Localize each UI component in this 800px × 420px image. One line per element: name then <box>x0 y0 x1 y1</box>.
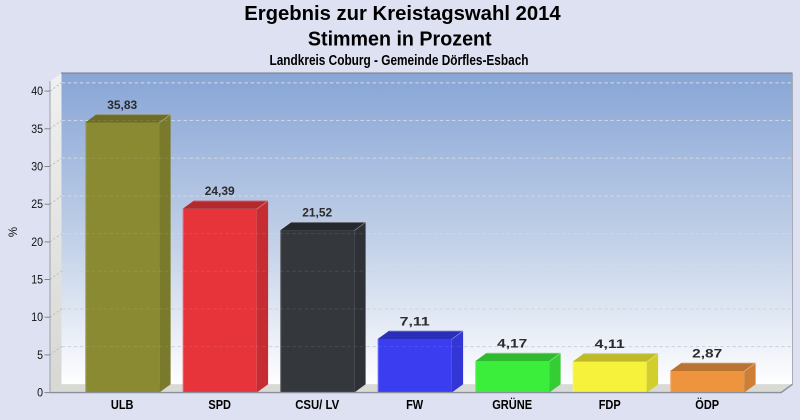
svg-text:21,52: 21,52 <box>302 206 332 220</box>
svg-text:15: 15 <box>31 275 43 287</box>
svg-text:24,39: 24,39 <box>205 184 235 198</box>
svg-text:Ergebnis zur Kreistagswahl 201: Ergebnis zur Kreistagswahl 2014 <box>244 2 561 25</box>
svg-text:FW: FW <box>406 398 423 412</box>
svg-text:20: 20 <box>31 237 43 249</box>
svg-text:35: 35 <box>31 124 43 136</box>
svg-text:2,87: 2,87 <box>692 346 722 360</box>
svg-text:0: 0 <box>37 388 43 400</box>
svg-text:5: 5 <box>37 350 43 362</box>
svg-text:SPD: SPD <box>208 398 231 412</box>
svg-text:GRÜNE: GRÜNE <box>492 397 532 412</box>
svg-text:Stimmen in Prozent: Stimmen in Prozent <box>308 28 492 51</box>
svg-text:30: 30 <box>31 162 43 174</box>
svg-text:Landkreis Coburg - Gemeinde Dö: Landkreis Coburg - Gemeinde Dörfles-Esba… <box>270 53 529 69</box>
svg-text:FDP: FDP <box>599 398 621 412</box>
svg-text:4,11: 4,11 <box>595 337 625 351</box>
svg-text:10: 10 <box>31 312 43 324</box>
svg-text:ULB: ULB <box>111 398 134 412</box>
svg-text:ÖDP: ÖDP <box>695 397 719 412</box>
svg-text:40: 40 <box>31 86 43 98</box>
svg-text:7,11: 7,11 <box>400 314 430 328</box>
svg-text:4,17: 4,17 <box>497 337 527 351</box>
svg-text:25: 25 <box>31 199 43 211</box>
svg-text:%: % <box>8 227 20 237</box>
svg-text:CSU/ LV: CSU/ LV <box>295 398 340 412</box>
svg-text:35,83: 35,83 <box>107 98 137 112</box>
